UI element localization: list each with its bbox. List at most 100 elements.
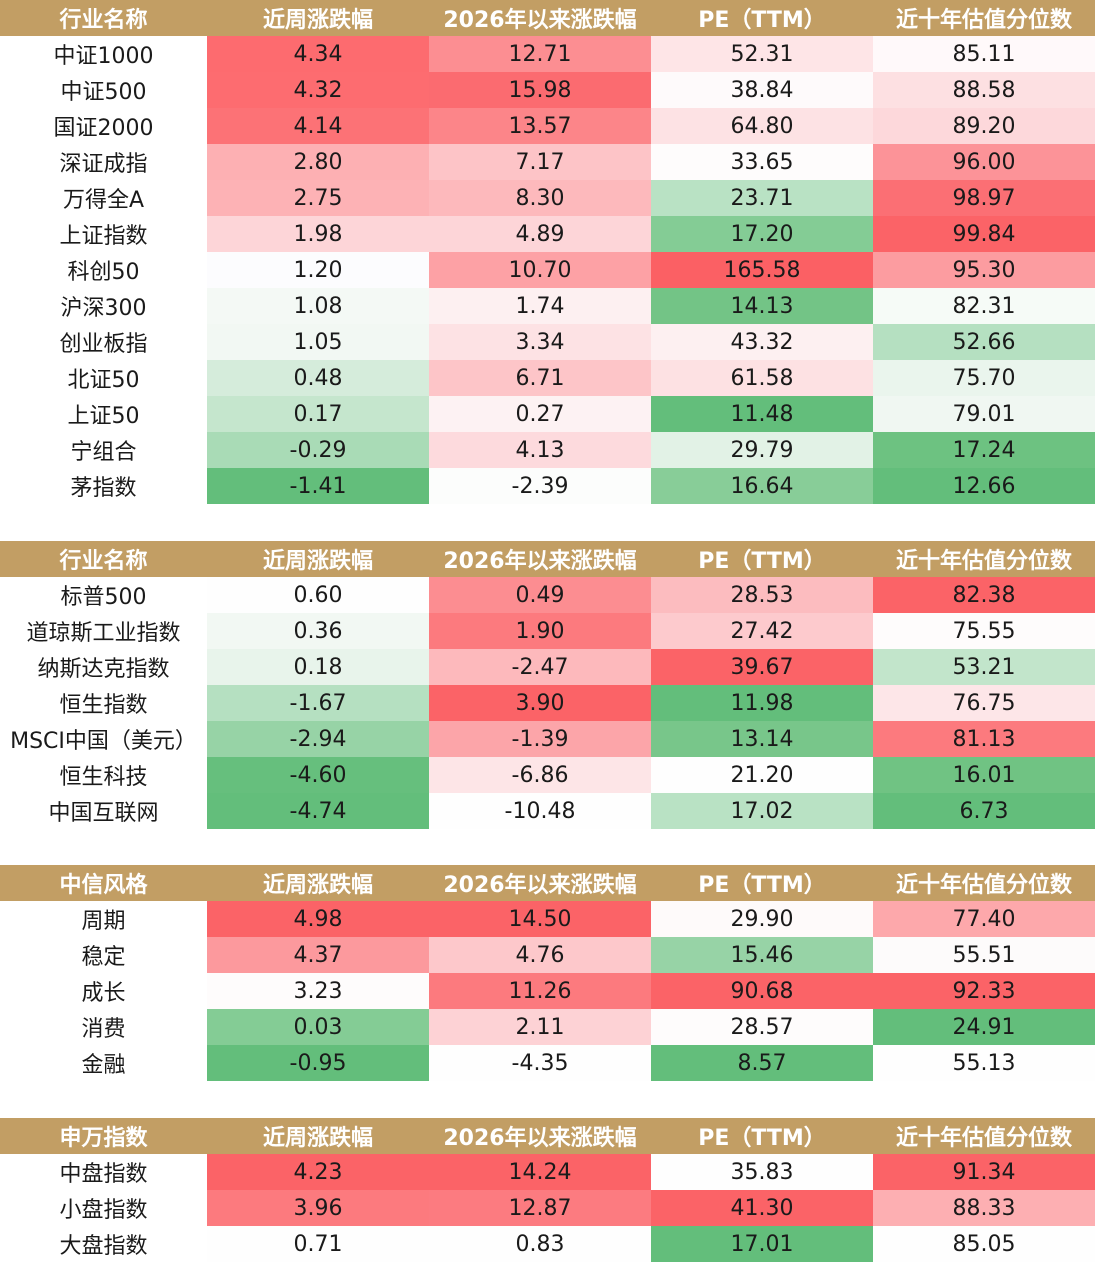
value-cell: 96.00 xyxy=(873,144,1095,180)
value-cell: 10.70 xyxy=(429,252,651,288)
table-row: 国证2000 4.14 13.57 64.80 89.20 xyxy=(0,108,1095,144)
value-cell: 90.68 xyxy=(651,973,873,1009)
value-cell: 17.24 xyxy=(873,432,1095,468)
row-label: 上证指数 xyxy=(0,216,207,252)
value-cell: 89.20 xyxy=(873,108,1095,144)
value-cell: 41.30 xyxy=(651,1190,873,1226)
row-label: 中盘指数 xyxy=(0,1154,207,1190)
value-cell: 0.18 xyxy=(207,649,429,685)
value-cell: 15.98 xyxy=(429,72,651,108)
table-row: 消费 0.03 2.11 28.57 24.91 xyxy=(0,1009,1095,1045)
table-row: 标普500 0.60 0.49 28.53 82.38 xyxy=(0,577,1095,613)
value-cell: 28.53 xyxy=(651,577,873,613)
column-header: PE（TTM） xyxy=(651,541,873,577)
value-cell: 14.50 xyxy=(429,901,651,937)
value-cell: 55.13 xyxy=(873,1045,1095,1081)
table-row: 中证500 4.32 15.98 38.84 88.58 xyxy=(0,72,1095,108)
column-header: PE（TTM） xyxy=(651,0,873,36)
value-cell: 17.02 xyxy=(651,793,873,829)
value-cell: 4.34 xyxy=(207,36,429,72)
table-row: 上证指数 1.98 4.89 17.20 99.84 xyxy=(0,216,1095,252)
value-cell: 82.31 xyxy=(873,288,1095,324)
value-cell: 11.98 xyxy=(651,685,873,721)
row-label: MSCI中国（美元） xyxy=(0,721,207,757)
column-header-name: 行业名称 xyxy=(0,541,207,577)
value-cell: 82.38 xyxy=(873,577,1095,613)
column-header: 近周涨跌幅 xyxy=(207,865,429,901)
value-cell: 4.89 xyxy=(429,216,651,252)
value-cell: -4.60 xyxy=(207,757,429,793)
row-label: 宁组合 xyxy=(0,432,207,468)
value-cell: 85.11 xyxy=(873,36,1095,72)
value-cell: -1.39 xyxy=(429,721,651,757)
column-header: 近周涨跌幅 xyxy=(207,1118,429,1154)
row-label: 中证1000 xyxy=(0,36,207,72)
row-label: 万得全A xyxy=(0,180,207,216)
value-cell: 55.51 xyxy=(873,937,1095,973)
table-row: 恒生指数 -1.67 3.90 11.98 76.75 xyxy=(0,685,1095,721)
value-cell: 0.60 xyxy=(207,577,429,613)
value-cell: 24.91 xyxy=(873,1009,1095,1045)
value-cell: 7.17 xyxy=(429,144,651,180)
row-label: 上证50 xyxy=(0,396,207,432)
value-cell: 8.57 xyxy=(651,1045,873,1081)
value-cell: 1.08 xyxy=(207,288,429,324)
value-cell: 12.87 xyxy=(429,1190,651,1226)
column-header-name: 申万指数 xyxy=(0,1118,207,1154)
value-cell: -2.47 xyxy=(429,649,651,685)
index-table-a-share: 行业名称 近周涨跌幅 2026年以来涨跌幅 PE（TTM） 近十年估值分位数 中证1000… xyxy=(0,0,1095,504)
value-cell: 3.96 xyxy=(207,1190,429,1226)
row-label: 国证2000 xyxy=(0,108,207,144)
column-header: 2026年以来涨跌幅 xyxy=(429,1118,651,1154)
row-label: 道琼斯工业指数 xyxy=(0,613,207,649)
column-header: 近周涨跌幅 xyxy=(207,541,429,577)
value-cell: 75.70 xyxy=(873,360,1095,396)
table-row: 创业板指 1.05 3.34 43.32 52.66 xyxy=(0,324,1095,360)
value-cell: 165.58 xyxy=(651,252,873,288)
table-row: 深证成指 2.80 7.17 33.65 96.00 xyxy=(0,144,1095,180)
row-label: 北证50 xyxy=(0,360,207,396)
value-cell: 4.37 xyxy=(207,937,429,973)
value-cell: 0.48 xyxy=(207,360,429,396)
row-label: 金融 xyxy=(0,1045,207,1081)
header-row: 申万指数 近周涨跌幅 2026年以来涨跌幅 PE（TTM） 近十年估值分位数 xyxy=(0,1118,1095,1154)
index-table-sw-size: 申万指数 近周涨跌幅 2026年以来涨跌幅 PE（TTM） 近十年估值分位数 中盘指数 4.… xyxy=(0,1118,1095,1262)
value-cell: 15.46 xyxy=(651,937,873,973)
table-row: 上证50 0.17 0.27 11.48 79.01 xyxy=(0,396,1095,432)
value-cell: -4.35 xyxy=(429,1045,651,1081)
column-header: 近十年估值分位数 xyxy=(873,541,1095,577)
column-header: 2026年以来涨跌幅 xyxy=(429,541,651,577)
value-cell: 0.49 xyxy=(429,577,651,613)
value-cell: 4.14 xyxy=(207,108,429,144)
value-cell: 14.13 xyxy=(651,288,873,324)
value-cell: 85.05 xyxy=(873,1226,1095,1262)
table-row: 大盘指数 0.71 0.83 17.01 85.05 xyxy=(0,1226,1095,1262)
column-header: 近十年估值分位数 xyxy=(873,0,1095,36)
table-row: 茅指数 -1.41 -2.39 16.64 12.66 xyxy=(0,468,1095,504)
table-row: 金融 -0.95 -4.35 8.57 55.13 xyxy=(0,1045,1095,1081)
table-row: 稳定 4.37 4.76 15.46 55.51 xyxy=(0,937,1095,973)
table-row: 中盘指数 4.23 14.24 35.83 91.34 xyxy=(0,1154,1095,1190)
row-label: 纳斯达克指数 xyxy=(0,649,207,685)
table-row: 小盘指数 3.96 12.87 41.30 88.33 xyxy=(0,1190,1095,1226)
value-cell: 23.71 xyxy=(651,180,873,216)
value-cell: 2.80 xyxy=(207,144,429,180)
value-cell: 14.24 xyxy=(429,1154,651,1190)
header-row: 行业名称 近周涨跌幅 2026年以来涨跌幅 PE（TTM） 近十年估值分位数 xyxy=(0,0,1095,36)
column-header-name: 行业名称 xyxy=(0,0,207,36)
row-label: 创业板指 xyxy=(0,324,207,360)
value-cell: 98.97 xyxy=(873,180,1095,216)
value-cell: -1.41 xyxy=(207,468,429,504)
value-cell: 0.27 xyxy=(429,396,651,432)
value-cell: -10.48 xyxy=(429,793,651,829)
value-cell: 29.90 xyxy=(651,901,873,937)
column-header: PE（TTM） xyxy=(651,1118,873,1154)
header-row: 中信风格 近周涨跌幅 2026年以来涨跌幅 PE（TTM） 近十年估值分位数 xyxy=(0,865,1095,901)
value-cell: 52.31 xyxy=(651,36,873,72)
value-cell: 33.65 xyxy=(651,144,873,180)
value-cell: 1.05 xyxy=(207,324,429,360)
value-cell: 17.20 xyxy=(651,216,873,252)
value-cell: 0.83 xyxy=(429,1226,651,1262)
value-cell: -1.67 xyxy=(207,685,429,721)
row-label: 深证成指 xyxy=(0,144,207,180)
